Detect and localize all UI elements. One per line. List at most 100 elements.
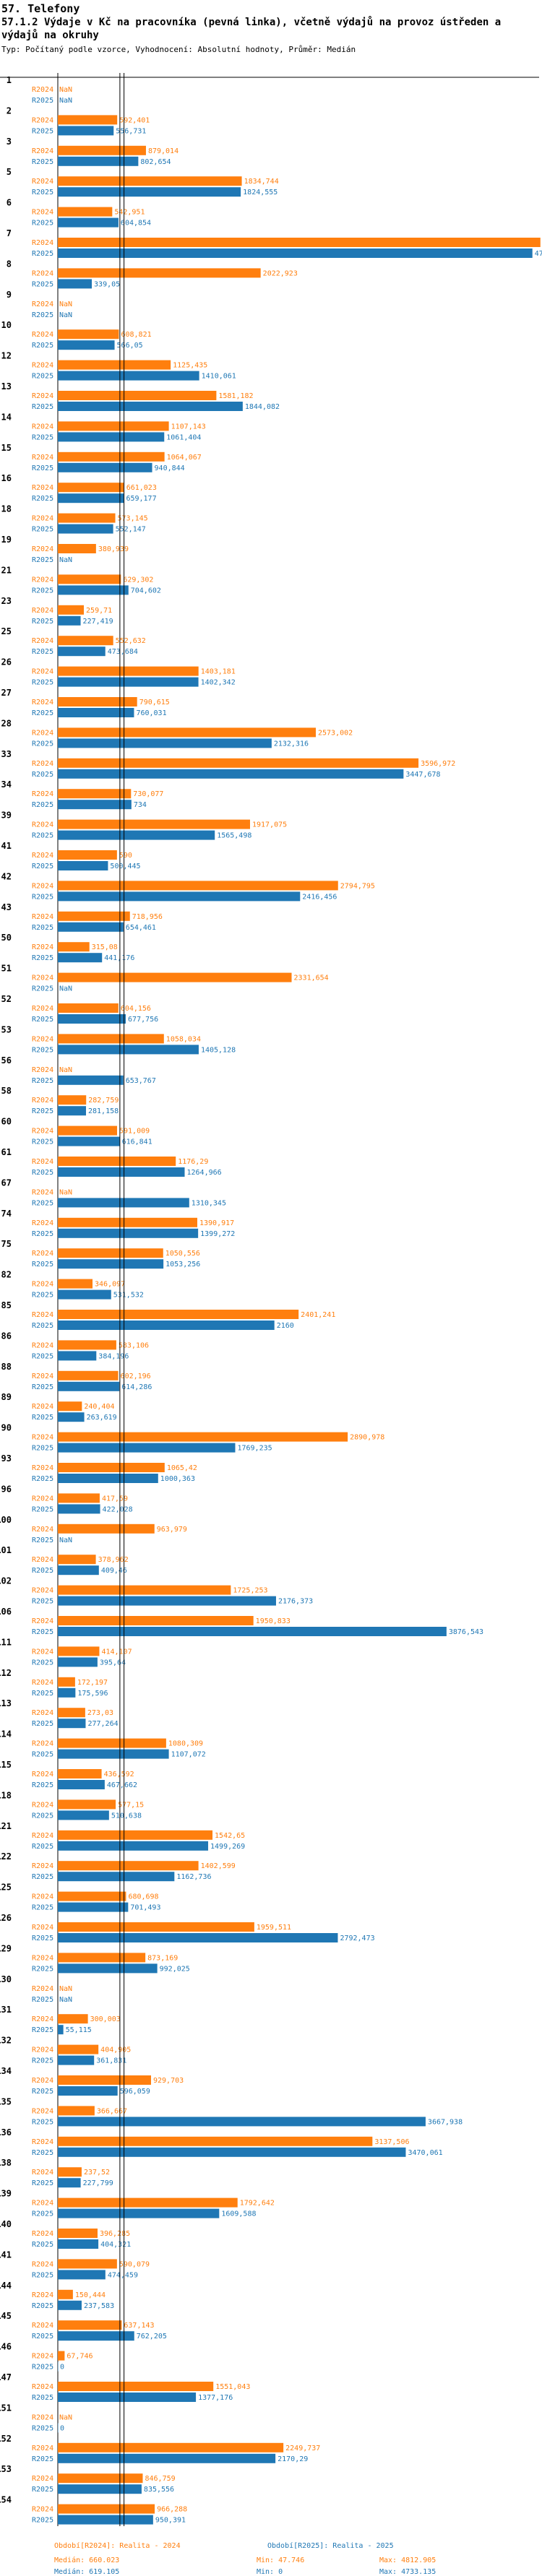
bar-r2025 xyxy=(58,953,103,963)
bar-r2024-value-label: 661,023 xyxy=(126,484,157,492)
bar-r2024 xyxy=(58,145,146,155)
category-label: 33 xyxy=(1,749,12,759)
series-label-r2025: R2025 xyxy=(32,1046,53,1054)
category-label: 132 xyxy=(0,2036,12,2046)
bar-r2024-value-label: 240,404 xyxy=(84,1403,114,1411)
bar-r2024-value-label: 2794,795 xyxy=(340,882,375,890)
bar-r2024 xyxy=(58,329,119,340)
bar-r2025-value-label: 1264,966 xyxy=(187,1169,222,1177)
series-label-r2024: R2024 xyxy=(32,790,53,798)
series-label-r2025: R2025 xyxy=(32,2088,53,2096)
category-label: 147 xyxy=(0,2372,12,2382)
category-label: 53 xyxy=(1,1024,12,1034)
series-label-r2024: R2024 xyxy=(32,1066,53,1074)
bar-r2024-value-label: 1950,833 xyxy=(256,1617,291,1625)
bar-r2024-value-label: 300,003 xyxy=(90,2015,121,2023)
bar-r2025-value-label: 556,731 xyxy=(116,127,146,135)
bar-r2025 xyxy=(58,2453,276,2463)
bar-r2024-value-label: 378,962 xyxy=(98,1556,129,1564)
series-label-r2025: R2025 xyxy=(32,1781,53,1789)
bar-r2025-na-label: NaN xyxy=(59,97,72,105)
category-label: 74 xyxy=(1,1209,12,1219)
bar-r2025-value-label: 1061,404 xyxy=(166,433,201,441)
bar-r2024 xyxy=(58,1646,100,1656)
bar-r2025 xyxy=(58,1565,99,1576)
bar-r2024-value-label: 1125,435 xyxy=(173,362,207,370)
series-label-r2024: R2024 xyxy=(32,362,53,370)
bar-r2024 xyxy=(58,636,113,646)
category-label: 26 xyxy=(1,657,12,667)
series-label-r2024: R2024 xyxy=(32,637,53,645)
category-label: 136 xyxy=(0,2127,12,2138)
series-label-r2024: R2024 xyxy=(32,2107,53,2115)
series-label-r2024: R2024 xyxy=(32,1188,53,1196)
bar-r2025 xyxy=(58,2086,118,2096)
bar-r2024 xyxy=(58,1493,100,1503)
category-label: 28 xyxy=(1,718,12,728)
series-label-r2024: R2024 xyxy=(32,1862,53,1870)
bar-r2025 xyxy=(58,1933,338,1942)
series-label-r2024: R2024 xyxy=(32,423,53,431)
bar-r2025-na-label: NaN xyxy=(59,556,72,564)
bar-r2024 xyxy=(58,2075,151,2085)
category-label: 34 xyxy=(1,779,12,790)
bar-r2024-value-label: 680,698 xyxy=(128,1893,158,1901)
series-label-r2025: R2025 xyxy=(32,1628,53,1636)
bar-r2025 xyxy=(58,769,404,779)
series-label-r2024: R2024 xyxy=(32,1771,53,1778)
bar-r2025 xyxy=(58,340,115,350)
bar-r2024 xyxy=(58,1034,164,1044)
category-label: 8 xyxy=(7,259,12,269)
bar-r2024-value-label: 629,302 xyxy=(123,576,153,584)
series-label-r2024: R2024 xyxy=(32,852,53,860)
bar-r2024-value-label: 1107,143 xyxy=(171,423,206,431)
series-label-r2024: R2024 xyxy=(32,1495,53,1503)
bar-r2025-value-label: 802,654 xyxy=(140,158,171,166)
category-label: 42 xyxy=(1,871,12,881)
category-label: 82 xyxy=(1,1270,12,1280)
series-label-r2024: R2024 xyxy=(32,1311,53,1319)
bar-r2024-value-label: 846,759 xyxy=(145,2475,175,2483)
bar-r2025-value-label: 0 xyxy=(60,2424,64,2432)
bar-r2025-value-label: 614,286 xyxy=(121,1383,152,1391)
bar-r2024 xyxy=(58,2442,284,2452)
bar-r2024-value-label: 1581,182 xyxy=(218,392,253,400)
bar-r2024 xyxy=(58,1157,176,1166)
bar-r2025-value-label: 701,493 xyxy=(130,1904,160,1912)
bar-r2024-value-label: 259,71 xyxy=(86,607,112,615)
bar-r2024-value-label: 1058,034 xyxy=(166,1035,201,1043)
bar-r2025-value-label: 1377,176 xyxy=(198,2394,233,2402)
bar-r2024-value-label: 602,196 xyxy=(121,1373,151,1380)
series-label-r2025: R2025 xyxy=(32,1107,53,1115)
bar-r2025-value-label: 566,05 xyxy=(117,342,143,350)
series-label-r2025: R2025 xyxy=(32,2517,53,2525)
category-label: 89 xyxy=(1,1392,12,1402)
series-label-r2025: R2025 xyxy=(32,1383,53,1391)
category-label: 135 xyxy=(0,2096,12,2106)
bar-r2024 xyxy=(58,2136,373,2146)
series-label-r2025: R2025 xyxy=(32,2364,53,2372)
bar-r2025-value-label: 404,321 xyxy=(100,2241,131,2249)
category-label: 23 xyxy=(1,596,12,606)
bar-r2024-value-label: 237,52 xyxy=(84,2169,110,2177)
bar-r2024 xyxy=(58,1953,146,1963)
series-label-r2024: R2024 xyxy=(32,2230,53,2238)
series-label-r2025: R2025 xyxy=(32,1598,53,1606)
bar-r2025 xyxy=(58,126,114,136)
bar-r2025-value-label: 384,196 xyxy=(98,1352,129,1360)
series-label-r2024: R2024 xyxy=(32,943,53,951)
bar-r2025-value-label: 500,445 xyxy=(110,863,140,870)
category-label: 93 xyxy=(1,1453,12,1464)
bar-r2024-value-label: 929,703 xyxy=(153,2077,184,2085)
series-label-r2025: R2025 xyxy=(32,2394,53,2402)
bar-r2025-value-label: 2176,373 xyxy=(278,1598,313,1606)
bar-r2024 xyxy=(58,1370,119,1380)
bar-r2024 xyxy=(58,2382,214,2391)
category-label: 126 xyxy=(0,1913,12,1923)
series-label-r2025: R2025 xyxy=(32,1843,53,1851)
series-label-r2025: R2025 xyxy=(32,2302,53,2310)
bar-r2024 xyxy=(58,1861,199,1871)
bar-r2024 xyxy=(58,1463,165,1472)
bar-r2025-na-label: NaN xyxy=(59,1996,72,2004)
bar-r2025 xyxy=(58,1228,199,1238)
